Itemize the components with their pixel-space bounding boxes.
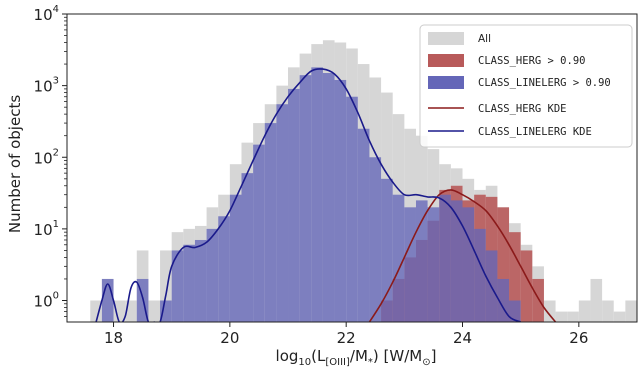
linelerg-bar — [439, 194, 451, 322]
all-bar — [613, 311, 626, 322]
x-axis-label: log10(L[OIII]/M*) [W/M⊙] — [276, 347, 437, 368]
legend-label-linelerg: CLASS_LINELERG > 0.90 — [478, 77, 611, 89]
linelerg-kde-line — [95, 68, 522, 322]
linelerg-bar — [160, 300, 172, 322]
linelerg-bar — [276, 104, 289, 322]
linelerg-bar — [450, 200, 463, 322]
linelerg-bar — [241, 173, 254, 322]
herg-bar — [509, 232, 521, 322]
y-tick-label: 103 — [34, 76, 59, 96]
linelerg-bar — [264, 123, 277, 322]
y-axis-label: Number of objects — [6, 95, 24, 233]
linelerg-bar — [311, 67, 323, 322]
legend-box — [419, 24, 633, 148]
linelerg-bar — [253, 144, 265, 322]
linelerg-bar — [183, 244, 195, 322]
linelerg-bar — [381, 178, 393, 322]
legend-label-herg-kde: CLASS_HERG KDE — [478, 103, 567, 115]
linelerg-bar — [322, 73, 335, 322]
linelerg-bar — [474, 228, 486, 322]
legend-swatch-all — [428, 32, 464, 45]
legend-label-herg: CLASS_HERG > 0.90 — [478, 55, 585, 67]
herg-kde-line — [368, 189, 557, 322]
y-tick-label: 102 — [34, 147, 59, 167]
bars-layer — [90, 40, 637, 322]
all-bar — [90, 300, 102, 322]
legend: All CLASS_HERG > 0.90 CLASS_LINELERG > 0… — [419, 24, 633, 148]
ticks-layer: 18 20 22 24 26 100 101 102 103 104 — [34, 4, 589, 347]
linelerg-bar — [404, 207, 416, 322]
linelerg-bar — [334, 79, 347, 322]
linelerg-bar — [206, 228, 219, 322]
herg-bar — [532, 278, 544, 322]
y-tick-label: 101 — [34, 219, 59, 239]
linelerg-bar — [509, 300, 521, 322]
herg-bar — [497, 207, 510, 322]
x-tick-label: 20 — [220, 329, 239, 347]
x-tick-label: 18 — [104, 329, 123, 347]
all-bar — [125, 300, 137, 322]
legend-label-all: All — [478, 33, 491, 45]
linelerg-bar — [171, 250, 184, 322]
linelerg-bar — [427, 207, 440, 322]
all-bar — [567, 311, 579, 322]
linelerg-bar — [218, 216, 230, 322]
all-bar — [602, 300, 614, 322]
x-tick-label: 26 — [569, 329, 588, 347]
linelerg-bar — [462, 207, 475, 322]
linelerg-bar — [346, 96, 358, 322]
linelerg-bar — [229, 194, 242, 322]
legend-swatch-herg — [428, 54, 464, 67]
y-tick-label: 100 — [34, 291, 59, 311]
kde-layer — [95, 68, 557, 322]
linelerg-bar — [288, 88, 300, 322]
x-tick-label: 24 — [453, 329, 472, 347]
all-bar — [543, 300, 556, 322]
linelerg-bar — [357, 128, 370, 322]
linelerg-bar — [299, 75, 312, 322]
all-bar — [113, 300, 126, 322]
linelerg-bar — [369, 157, 382, 322]
linelerg-bar — [101, 278, 114, 322]
all-bar — [578, 300, 591, 322]
legend-label-linelerg-kde: CLASS_LINELERG KDE — [478, 126, 592, 138]
all-bar — [148, 300, 161, 322]
linelerg-bar — [497, 278, 510, 322]
all-bar — [590, 278, 603, 322]
linelerg-bar — [392, 194, 405, 322]
all-bar — [555, 311, 568, 322]
linelerg-bar — [415, 200, 428, 322]
linelerg-bar — [194, 239, 207, 322]
legend-swatch-linelerg — [428, 76, 464, 89]
all-bar — [160, 250, 172, 322]
herg-bar — [520, 250, 533, 322]
x-tick-label: 22 — [337, 329, 356, 347]
all-bar — [625, 300, 637, 322]
y-tick-label: 104 — [34, 4, 59, 24]
